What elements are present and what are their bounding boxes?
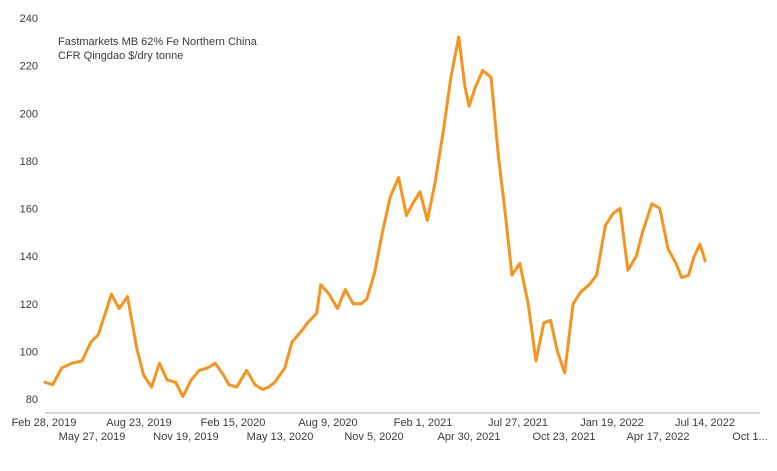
legend-label-line-1: Fastmarkets MB 62% Fe Northern China [58,36,258,48]
x-tick-label-upper: Aug 9, 2020 [298,417,357,429]
y-tick-label: 180 [20,156,38,168]
y-tick-label: 120 [20,299,38,311]
x-tick-label-lower: Nov 19, 2019 [153,431,218,443]
x-tick-label-lower: Oct 1... [732,431,767,443]
x-tick-label-lower: Oct 23, 2021 [533,431,596,443]
y-tick-label: 220 [20,61,38,73]
x-axis: Feb 28, 2019 Aug 23, 2019 Feb 15, 2020 Aug … [12,412,768,443]
x-tick-label-upper: Aug 23, 2019 [106,417,171,429]
legend-label-line-2: CFR Qingdao $/dry tonne [58,50,183,62]
y-tick-label: 200 [20,108,38,120]
x-tick-label-upper: Jul 27, 2021 [488,417,548,429]
series-line [43,35,707,399]
x-tick-label-upper: Jul 14, 2022 [675,417,735,429]
x-tick-label-upper: Feb 1, 2021 [394,417,453,429]
x-tick-label-upper: Jan 19, 2022 [580,417,644,429]
y-tick-label: 140 [20,251,38,263]
x-tick-label-upper: Feb 28, 2019 [12,417,77,429]
y-tick-label: 80 [26,394,38,406]
x-tick-label-lower: Apr 30, 2021 [438,431,501,443]
x-tick-label-lower: May 27, 2019 [59,431,126,443]
x-tick-label-upper: Feb 15, 2020 [201,417,266,429]
y-tick-label: 240 [20,13,38,25]
y-axis: 80 100 120 140 160 180 200 220 240 [20,13,38,406]
x-tick-label-lower: Nov 5, 2020 [344,431,403,443]
y-tick-label: 100 [20,346,38,358]
legend: Fastmarkets MB 62% Fe Northern China CFR… [58,36,258,62]
y-tick-label: 160 [20,204,38,216]
x-tick-label-lower: Apr 17, 2022 [627,431,690,443]
x-tick-label-lower: May 13, 2020 [247,431,314,443]
series-layer [43,35,707,399]
